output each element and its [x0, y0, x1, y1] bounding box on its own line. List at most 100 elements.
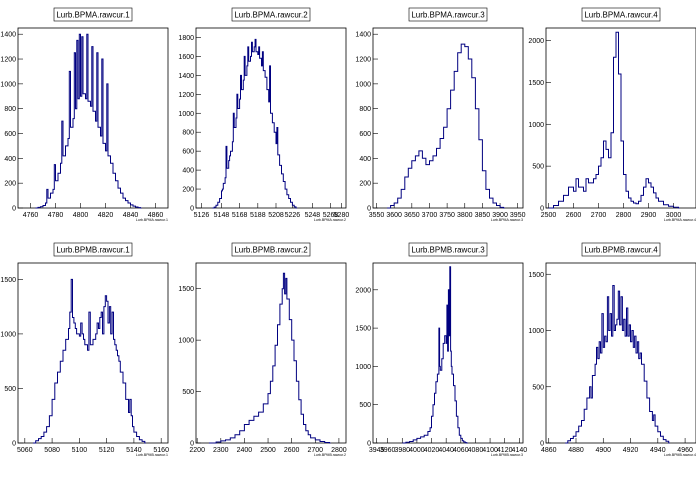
y-tick-label: 1200: [355, 57, 371, 64]
x-tick-label: 2400: [237, 447, 253, 454]
x-tick-label: 4960: [677, 447, 693, 454]
x-tick-label: 4860: [148, 212, 164, 219]
x-tick-label: 3945: [369, 447, 385, 454]
x-tick-label: 3000: [666, 212, 682, 219]
x-tick-label: 4900: [595, 447, 611, 454]
x-tick-label: 3650: [404, 212, 420, 219]
chart-title: Lurb.BPMA.rawcur.3: [411, 11, 485, 20]
chart-title: Lurb.BPMA.rawcur.1: [56, 11, 130, 20]
y-tick-label: 500: [359, 402, 371, 409]
x-tick-label: 2900: [641, 212, 657, 219]
plot-frame: [372, 27, 524, 209]
histogram-line: [209, 272, 331, 444]
y-tick-label: 0: [190, 206, 194, 213]
y-tick-label: 2000: [355, 287, 371, 294]
y-tick-label: 400: [182, 168, 194, 175]
y-tick-label: 1500: [0, 277, 16, 284]
y-tick-label: 800: [4, 106, 16, 113]
x-tick-label: 5280: [334, 212, 350, 219]
y-tick-label: 1000: [528, 122, 544, 129]
histogram-line: [33, 278, 146, 444]
x-tick-label: 3750: [439, 212, 455, 219]
plot-frame: [545, 27, 696, 209]
x-tick-label: 2500: [260, 447, 276, 454]
y-tick-label: 1500: [355, 326, 371, 333]
plot-frame: [17, 262, 169, 444]
y-tick-label: 0: [540, 441, 544, 448]
histogram-panel: Lurb.BPMA.rawcur.1 0 200 400 600 800 1000 1200 1…: [0, 7, 169, 222]
y-tick-label: 500: [182, 389, 194, 396]
x-tick-label: 4820: [98, 212, 114, 219]
x-tick-label: 2500: [541, 212, 557, 219]
y-tick-label: 200: [359, 181, 371, 188]
x-tick-label: 5080: [44, 447, 60, 454]
y-tick-label: 200: [182, 187, 194, 194]
histogram-panel: Lurb.BPMA.rawcur.3 0 200 400 600 800 1000 1200 1…: [355, 7, 526, 222]
y-tick-label: 500: [532, 384, 544, 391]
x-tick-label: 2300: [213, 447, 229, 454]
x-axis-label: Lurb.BPMB.rawcur.3: [491, 453, 523, 457]
x-tick-label: 4080: [468, 447, 484, 454]
histogram-panel: Lurb.BPMA.rawcur.2 0 200 400 600 800 1000 1200 1…: [178, 7, 350, 222]
x-tick-label: 3960: [380, 447, 396, 454]
plot-frame: [195, 27, 347, 209]
x-tick-label: 5268: [323, 212, 339, 219]
x-tick-label: 4800: [73, 212, 89, 219]
x-tick-label: 3950: [510, 212, 526, 219]
x-tick-label: 4940: [650, 447, 666, 454]
x-tick-label: 3850: [475, 212, 491, 219]
title-box: [53, 242, 133, 257]
y-tick-label: 800: [182, 130, 194, 137]
x-tick-label: 4880: [568, 447, 584, 454]
x-tick-label: 5188: [250, 212, 266, 219]
y-tick-label: 500: [4, 386, 16, 393]
y-tick-label: 1000: [0, 331, 16, 338]
title-box: [408, 7, 488, 22]
x-tick-label: 4140: [512, 447, 528, 454]
x-tick-label: 5248: [305, 212, 321, 219]
y-tick-label: 0: [367, 441, 371, 448]
histogram-panel: Lurb.BPMB.rawcur.3 0 500 1000 1500 2000 394539…: [355, 242, 528, 457]
x-tick-label: 2200: [189, 447, 205, 454]
y-tick-label: 1400: [0, 32, 16, 39]
y-tick-label: 1500: [178, 286, 194, 293]
y-tick-label: 1000: [178, 111, 194, 118]
histogram-line: [212, 38, 297, 209]
x-tick-label: 5168: [232, 212, 248, 219]
y-tick-label: 0: [367, 206, 371, 213]
chart-title: Lurb.BPMB.rawcur.3: [411, 246, 485, 255]
title-box: [581, 7, 661, 22]
y-tick-label: 0: [12, 206, 16, 213]
chart-title: Lurb.BPMA.rawcur.2: [234, 11, 308, 20]
x-tick-label: 4020: [424, 447, 440, 454]
x-tick-label: 5160: [153, 447, 169, 454]
y-tick-label: 1200: [0, 57, 16, 64]
x-tick-label: 4040: [438, 447, 454, 454]
x-tick-label: 4100: [482, 447, 498, 454]
x-tick-label: 4780: [48, 212, 64, 219]
y-tick-label: 600: [359, 131, 371, 138]
y-tick-label: 400: [359, 156, 371, 163]
y-tick-label: 1400: [178, 73, 194, 80]
plot-frame: [17, 27, 169, 209]
x-axis-label: Lurb.BPMA.rawcur.3: [491, 218, 523, 222]
y-tick-label: 1500: [528, 272, 544, 279]
x-tick-label: 3800: [457, 212, 473, 219]
x-axis-label: Lurb.BPMB.rawcur.4: [664, 453, 696, 457]
x-tick-label: 2800: [616, 212, 632, 219]
y-tick-label: 0: [12, 441, 16, 448]
x-tick-label: 3700: [422, 212, 438, 219]
y-tick-label: 0: [540, 206, 544, 213]
y-tick-label: 1000: [355, 364, 371, 371]
title-box: [53, 7, 133, 22]
y-tick-label: 800: [359, 106, 371, 113]
chart-title: Lurb.BPMA.rawcur.4: [584, 11, 658, 20]
x-tick-label: 2600: [566, 212, 582, 219]
chart-title: Lurb.BPMB.rawcur.1: [56, 246, 130, 255]
y-tick-label: 1000: [528, 328, 544, 335]
chart-title: Lurb.BPMB.rawcur.2: [234, 246, 308, 255]
x-tick-label: 5120: [99, 447, 115, 454]
histogram-panel: Lurb.BPMA.rawcur.4 0 500 1000 1500 2000 2500 26…: [528, 7, 696, 222]
